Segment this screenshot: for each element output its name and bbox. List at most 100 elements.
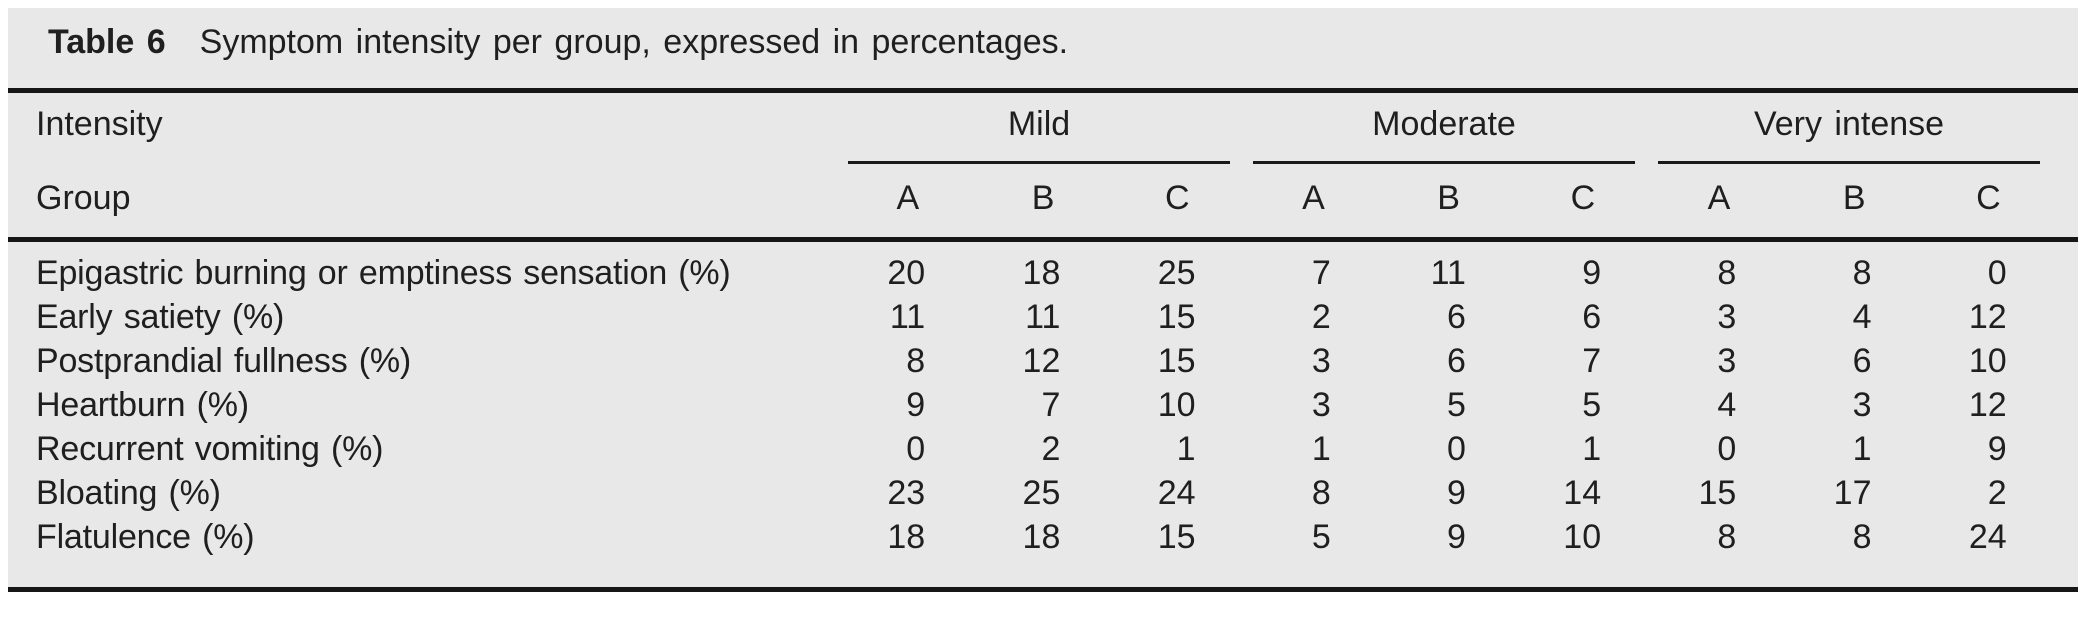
- table-row: Bloating (%) 23 25 24 8 9 14 15 17 2: [8, 471, 2078, 515]
- row-label: Flatulence (%): [36, 517, 255, 556]
- cell-value: 8: [1717, 253, 1737, 292]
- table-row: Epigastric burning or emptiness sensatio…: [8, 251, 2078, 295]
- table-title-bar: Table 6 Symptom intensity per group, expr…: [8, 8, 2078, 93]
- cell-value: 3: [1717, 297, 1737, 336]
- cell-value: 3: [1717, 341, 1737, 380]
- cell-value: 8: [1852, 253, 1872, 292]
- cell-value: 7: [1041, 385, 1061, 424]
- cell-value: 9: [906, 385, 926, 424]
- cell-value: 14: [1563, 473, 1602, 512]
- row-label: Recurrent vomiting (%): [36, 429, 384, 468]
- group-header-mild: Mild: [1007, 105, 1071, 143]
- column-header-group: Group: [36, 179, 131, 217]
- table-row: Flatulence (%) 18 18 15 5 9 10 8 8 24: [8, 515, 2078, 559]
- cell-value: 6: [1447, 297, 1466, 336]
- group-header-moderate: Moderate: [1372, 105, 1516, 143]
- subcolumn-header: A: [1707, 179, 1731, 217]
- cell-value: 2: [1311, 297, 1331, 336]
- subcolumn-header: B: [1437, 179, 1460, 217]
- cell-value: 9: [1447, 473, 1466, 512]
- cell-value: 10: [1968, 341, 2007, 380]
- cell-value: 15: [1157, 517, 1196, 556]
- cell-value: 11: [1430, 253, 1466, 292]
- cell-value: 24: [1968, 517, 2007, 556]
- cell-value: 12: [1022, 341, 1061, 380]
- subcolumn-header: C: [1976, 179, 2001, 217]
- cell-value: 18: [1022, 517, 1061, 556]
- cell-value: 18: [1022, 253, 1061, 292]
- cell-value: 11: [889, 297, 926, 336]
- symptom-intensity-table: Table 6 Symptom intensity per group, expr…: [8, 8, 2078, 592]
- row-label: Early satiety (%): [36, 297, 285, 336]
- subcolumn-header: A: [1302, 179, 1325, 217]
- spacer: [2007, 180, 2078, 216]
- cell-value: 11: [1025, 297, 1061, 336]
- table-number: Table 6: [48, 23, 166, 61]
- row-label: Postprandial fullness (%): [36, 341, 412, 380]
- cell-value: 5: [1311, 517, 1331, 556]
- cell-value: 6: [1582, 297, 1602, 336]
- table-body: Epigastric burning or emptiness sensatio…: [8, 242, 2078, 592]
- cell-value: 9: [1582, 253, 1602, 292]
- subcolumn-header: B: [1031, 179, 1055, 217]
- spacer: [8, 180, 790, 216]
- cell-value: 12: [1968, 297, 2007, 336]
- row-label: Heartburn (%): [36, 385, 249, 424]
- cell-value: 15: [1698, 473, 1737, 512]
- cell-value: 1: [1176, 429, 1196, 468]
- table-row: Heartburn (%) 9 7 10 3 5 5 4 3 12: [8, 383, 2078, 427]
- row-label: Epigastric burning or emptiness sensatio…: [36, 253, 731, 292]
- table-header: Intensity Group Mild Moderate Very inten…: [8, 93, 2078, 242]
- table-row: Postprandial fullness (%) 8 12 15 3 6 7 …: [8, 339, 2078, 383]
- cell-value: 8: [1717, 517, 1737, 556]
- group-underline-rule: [1658, 161, 2040, 164]
- cell-value: 9: [1447, 517, 1466, 556]
- subcolumn-header: B: [1842, 179, 1866, 217]
- cell-value: 8: [906, 341, 926, 380]
- cell-value: 9: [1987, 429, 2007, 468]
- cell-value: 15: [1157, 297, 1196, 336]
- cell-value: 25: [1022, 473, 1061, 512]
- cell-value: 2: [1041, 429, 1061, 468]
- column-header-intensity: Intensity: [36, 105, 163, 143]
- cell-value: 7: [1582, 341, 1602, 380]
- cell-value: 25: [1157, 253, 1196, 292]
- cell-value: 17: [1833, 473, 1872, 512]
- cell-value: 10: [1563, 517, 1602, 556]
- cell-value: 12: [1968, 385, 2007, 424]
- cell-value: 4: [1852, 297, 1872, 336]
- subcolumn-header: C: [1165, 179, 1190, 217]
- cell-value: 5: [1447, 385, 1466, 424]
- table-caption: Symptom intensity per group, expressed i…: [199, 23, 1069, 61]
- cell-value: 1: [1311, 429, 1331, 468]
- cell-value: 8: [1311, 473, 1331, 512]
- cell-value: 3: [1311, 385, 1331, 424]
- subcolumn-header-row: A B C A B C A B C: [8, 180, 2078, 216]
- table-title-line: Table 6 Symptom intensity per group, expr…: [8, 8, 2078, 60]
- row-label: Bloating (%): [36, 473, 221, 512]
- cell-value: 4: [1717, 385, 1737, 424]
- cell-value: 23: [887, 473, 926, 512]
- cell-value: 24: [1157, 473, 1196, 512]
- cell-value: 1: [1582, 429, 1602, 468]
- cell-value: 8: [1852, 517, 1872, 556]
- table-row: Early satiety (%) 11 11 15 2 6 6 3 4 12: [8, 295, 2078, 339]
- cell-value: 5: [1582, 385, 1602, 424]
- cell-value: 18: [887, 517, 926, 556]
- cell-value: 10: [1157, 385, 1196, 424]
- subcolumn-header: C: [1570, 179, 1596, 217]
- subcolumn-header: A: [896, 179, 920, 217]
- cell-value: 15: [1157, 341, 1196, 380]
- cell-value: 0: [1447, 429, 1466, 468]
- cell-value: 7: [1311, 253, 1331, 292]
- cell-value: 3: [1852, 385, 1872, 424]
- cell-value: 2: [1987, 473, 2007, 512]
- cell-value: 3: [1311, 341, 1331, 380]
- cell-value: 0: [1987, 253, 2007, 292]
- cell-value: 6: [1447, 341, 1466, 380]
- table-row: Recurrent vomiting (%) 0 2 1 1 0 1 0 1 9: [8, 427, 2078, 471]
- cell-value: 0: [1717, 429, 1737, 468]
- cell-value: 20: [887, 253, 926, 292]
- cell-value: 0: [906, 429, 926, 468]
- cell-value: 6: [1852, 341, 1872, 380]
